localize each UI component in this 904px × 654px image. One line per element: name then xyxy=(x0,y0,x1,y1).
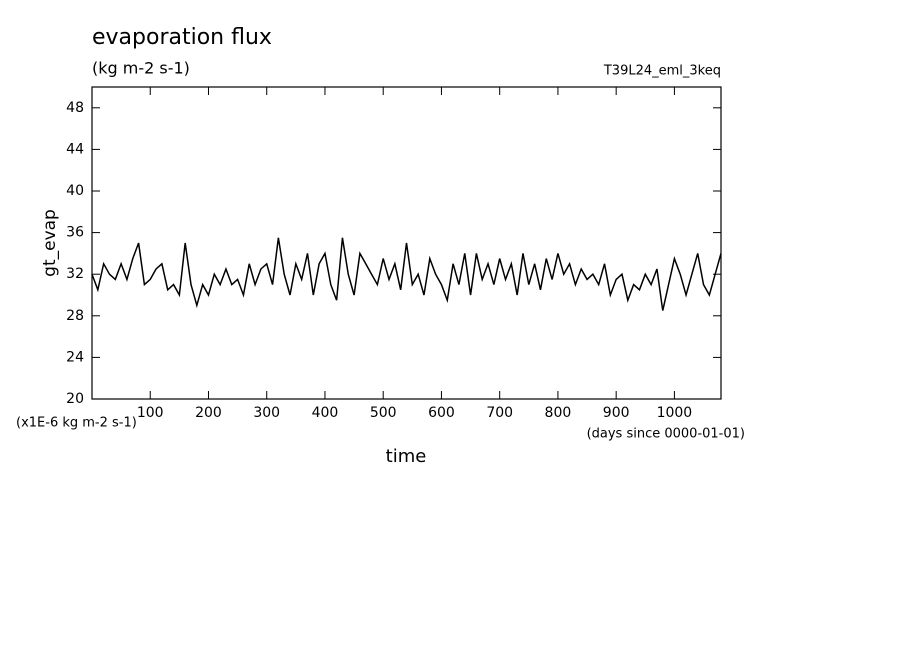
y-tick-label: 20 xyxy=(66,391,84,407)
y-tick-label: 40 xyxy=(66,183,84,199)
x-tick-label: 900 xyxy=(603,405,630,421)
y-axis-label: gt_evap xyxy=(40,209,60,277)
annotation: T39L24_eml_3keq xyxy=(603,64,721,79)
chart-title: evaporation flux xyxy=(92,25,272,50)
x-tick-label: 300 xyxy=(253,405,280,421)
x-tick-label: 500 xyxy=(370,405,397,421)
x-unit: (days since 0000-01-01) xyxy=(587,427,745,442)
y-tick-label: 36 xyxy=(66,225,84,241)
y-tick-label: 24 xyxy=(66,349,84,365)
y-tick-label: 48 xyxy=(66,100,84,116)
y-tick-label: 28 xyxy=(66,308,84,324)
data-line xyxy=(91,237,722,311)
x-tick-label: 800 xyxy=(545,405,572,421)
chart-subtitle: (kg m-2 s-1) xyxy=(92,59,190,78)
x-tick-label: 1000 xyxy=(657,405,693,421)
plot-frame xyxy=(91,86,722,400)
x-tick-label: 400 xyxy=(312,405,339,421)
x-tick-label: 600 xyxy=(428,405,455,421)
x-axis-label: time xyxy=(386,446,427,467)
y-tick-label: 32 xyxy=(66,266,84,282)
y-unit: (x1E-6 kg m-2 s-1) xyxy=(16,416,137,431)
x-tick-label: 200 xyxy=(195,405,222,421)
x-tick-label: 100 xyxy=(137,405,164,421)
x-tick-label: 700 xyxy=(486,405,513,421)
y-tick-label: 44 xyxy=(66,141,84,157)
